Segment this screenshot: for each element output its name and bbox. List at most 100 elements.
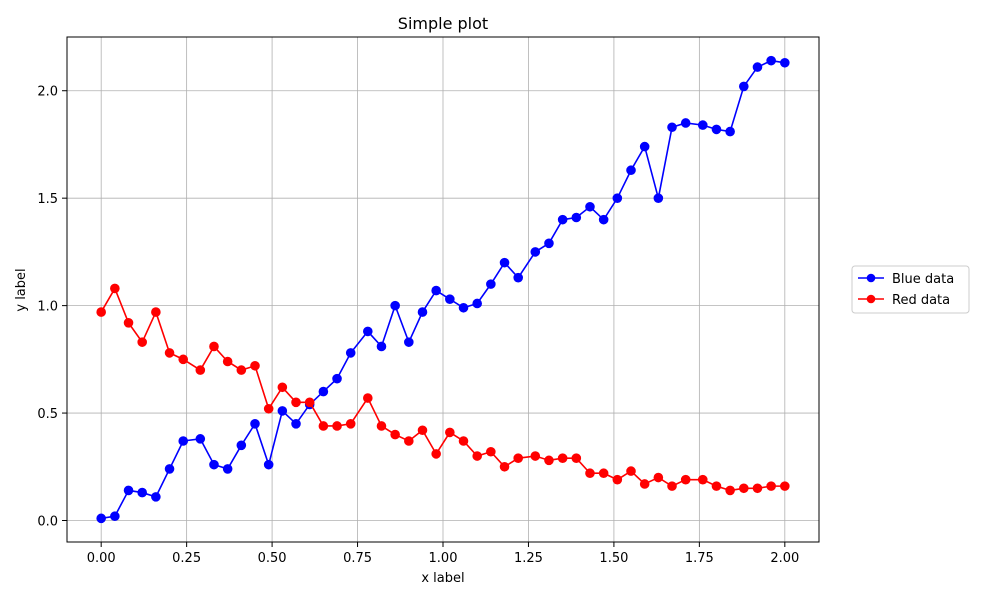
red-data-legend-marker <box>866 294 876 304</box>
red-data-point <box>598 468 609 479</box>
y-axis-label: y label <box>14 268 29 311</box>
blue-data-point <box>585 201 595 212</box>
grid-lines <box>67 37 819 542</box>
red-data-point <box>390 429 400 440</box>
red-data-point <box>472 451 482 461</box>
blue-data-legend-marker <box>866 273 876 283</box>
red-data-point <box>209 341 219 352</box>
red-data-point <box>195 365 206 375</box>
red-data-point <box>123 318 134 328</box>
y-tick-label: 1.5 <box>37 192 58 207</box>
red-data-point <box>263 403 274 414</box>
red-data-point <box>557 453 568 463</box>
x-tick-label: 1.75 <box>685 551 714 566</box>
blue-data-point <box>766 55 776 66</box>
x-tick-label: 0.25 <box>172 551 201 566</box>
x-tick-label: 0.50 <box>258 551 287 566</box>
red-data-legend-label: Red data <box>892 293 950 308</box>
blue-data-point <box>530 247 541 257</box>
blue-data-point <box>178 436 189 446</box>
blue-data-point <box>164 464 175 474</box>
blue-data-point <box>544 238 554 249</box>
blue-data-point <box>458 302 469 313</box>
red-data-point <box>164 348 175 358</box>
red-data-point <box>486 446 496 457</box>
blue-data-point <box>612 193 623 203</box>
red-data-point <box>445 427 455 438</box>
blue-data-point <box>431 285 441 296</box>
blue-data-point <box>263 459 274 470</box>
red-data-point <box>680 474 691 485</box>
blue-data-point <box>725 126 735 137</box>
red-data-point <box>766 481 776 491</box>
x-tick-label: 1.00 <box>429 551 458 566</box>
red-data-point <box>530 451 541 461</box>
red-data-point <box>332 421 342 431</box>
legend: Blue data Red data <box>851 265 970 314</box>
red-data-point <box>544 455 554 466</box>
data-series <box>96 55 790 524</box>
red-data-point <box>110 283 120 294</box>
blue-data-point <box>486 279 496 289</box>
blue-data-point <box>376 341 387 352</box>
blue-data-point <box>626 165 636 176</box>
blue-data-point <box>752 62 763 72</box>
red-data-point <box>725 485 735 496</box>
red-data-point <box>612 474 623 485</box>
y-tick-label: 2.0 <box>37 85 58 100</box>
blue-data-point <box>680 118 691 128</box>
red-data-point <box>752 483 763 494</box>
x-tick-label: 2.00 <box>770 551 799 566</box>
x-tick-label: 0.75 <box>343 551 372 566</box>
x-tick-label: 0.00 <box>87 551 116 566</box>
blue-data-point <box>445 294 455 304</box>
red-data-point <box>626 466 636 476</box>
blue-data-point <box>332 373 342 384</box>
blue-data-point <box>639 141 650 152</box>
y-tick-label: 0.5 <box>37 407 58 422</box>
red-data-point <box>277 382 288 393</box>
blue-data-point <box>653 193 664 203</box>
red-data-point <box>236 365 247 375</box>
blue-data-point <box>711 124 722 135</box>
red-data-point <box>291 397 301 408</box>
blue-data-point <box>499 257 510 268</box>
red-data-point <box>96 307 106 317</box>
red-data-point <box>431 449 441 459</box>
red-data-point <box>667 481 677 491</box>
red-data-point <box>458 436 469 446</box>
blue-data-point <box>571 212 582 223</box>
blue-data-point <box>151 492 161 502</box>
red-data-point <box>345 419 356 429</box>
blue-data-point <box>363 326 373 337</box>
red-data-point <box>417 425 428 436</box>
red-data-series <box>96 283 790 496</box>
blue-data-point <box>137 487 147 498</box>
blue-data-point <box>291 419 301 429</box>
red-data-point <box>222 356 233 367</box>
blue-data-point <box>222 464 233 474</box>
x-axis-label: x label <box>421 571 464 586</box>
red-data-point <box>780 481 790 491</box>
x-tick-label: 1.50 <box>599 551 628 566</box>
blue-data-point <box>513 272 524 283</box>
blue-data-point <box>557 214 568 225</box>
blue-data-point <box>390 300 400 311</box>
red-data-point <box>653 472 664 483</box>
blue-data-legend-label: Blue data <box>892 272 954 287</box>
blue-data-point <box>209 459 219 470</box>
red-data-point <box>499 461 510 472</box>
blue-data-point <box>780 57 790 68</box>
blue-data-point <box>667 122 677 133</box>
blue-data-point <box>598 214 609 225</box>
y-tick-label: 0.0 <box>37 515 58 530</box>
red-data-point <box>513 453 524 463</box>
red-data-point <box>711 481 722 491</box>
y-axis-ticks: 0.0 0.5 1.0 1.5 2.0 <box>37 85 67 530</box>
blue-data-point <box>417 307 428 317</box>
red-data-point <box>151 307 161 317</box>
blue-data-point <box>123 485 134 496</box>
red-data-point <box>137 337 147 347</box>
blue-data-point <box>110 511 120 522</box>
